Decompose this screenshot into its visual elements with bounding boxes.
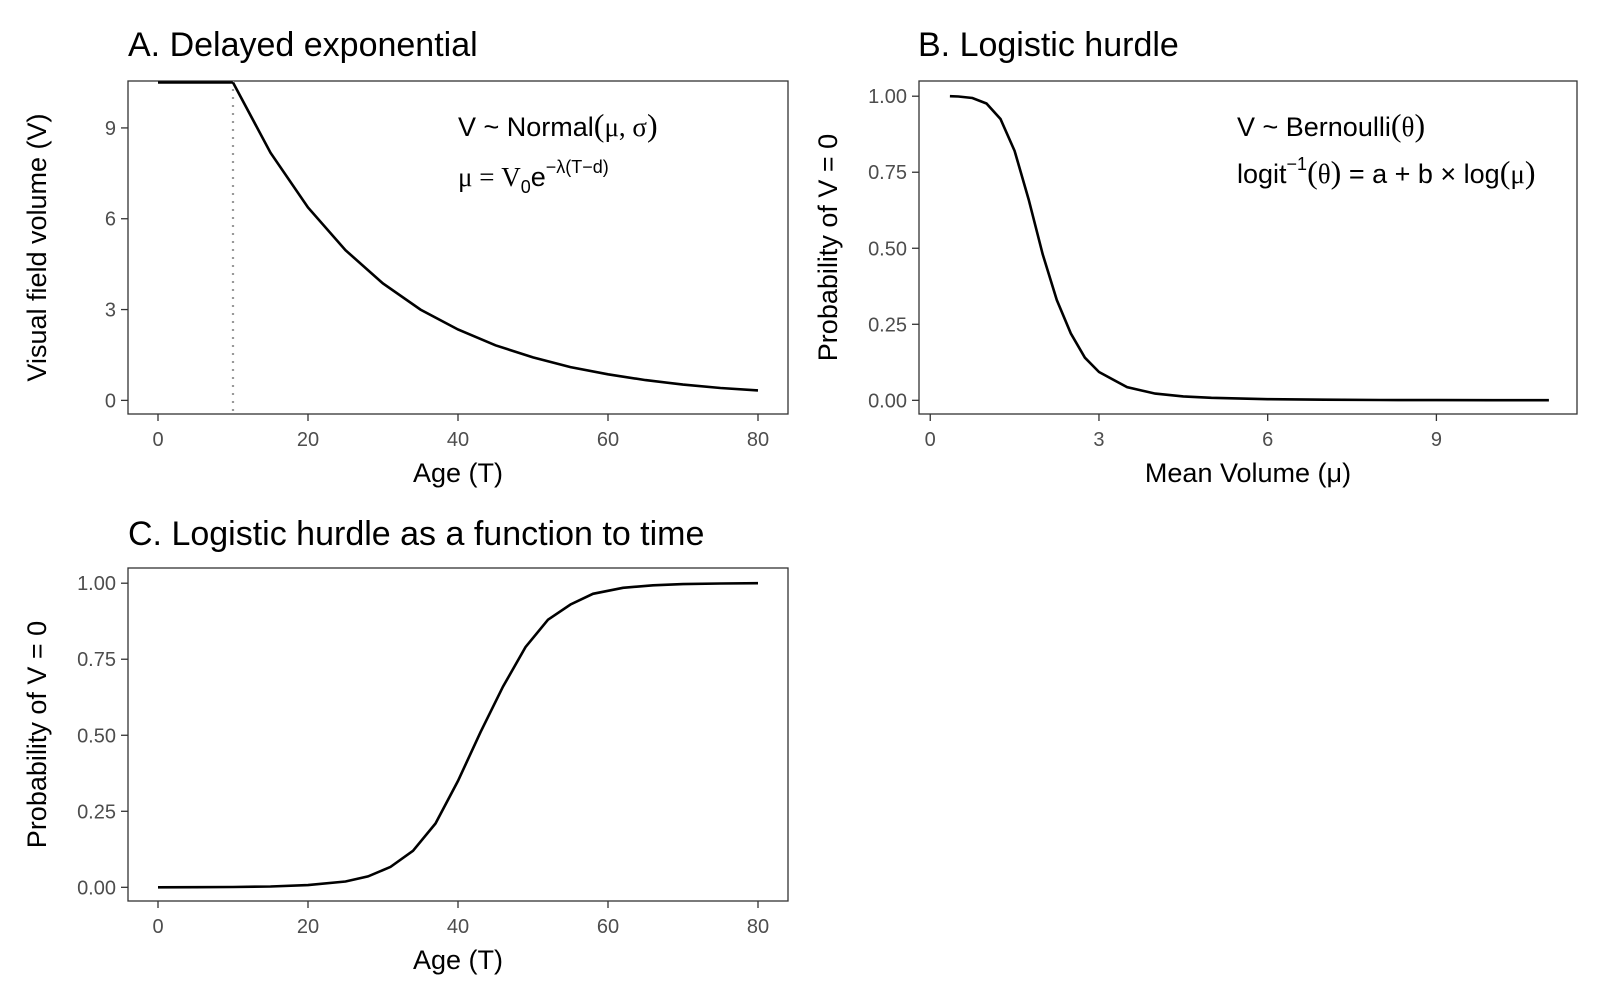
- y-axis-title: Probability of V = 0: [813, 134, 843, 361]
- formula-greek: θ: [1318, 159, 1331, 189]
- series-curve: [949, 94, 1549, 402]
- formula-text: logit: [1237, 159, 1287, 189]
- x-tick-label: 40: [447, 429, 469, 451]
- x-tick-label: 0: [152, 429, 163, 451]
- formula-text: e: [531, 162, 546, 192]
- x-tick-label: 3: [1093, 429, 1104, 451]
- series-curve: [157, 581, 759, 889]
- model-formula-line-1: V ~ Bernoulli(θ): [1237, 107, 1425, 143]
- y-tick-label: 0.50: [868, 238, 907, 260]
- panel-a: A. Delayed exponential 0 20 40 60 80 0 3 6 9 Age (…: [22, 26, 789, 488]
- formula-text: V ~ Bernoulli: [1237, 112, 1391, 142]
- formula-text: V ~ Normal: [458, 112, 594, 142]
- panel-b: B. Logistic hurdle 0 3 6 9 0.00 0.25 0.50 0.75 1.…: [813, 26, 1578, 488]
- y-tick-label: 1.00: [77, 573, 116, 595]
- y-axis-title: Probability of V = 0: [22, 621, 52, 848]
- formula-paren: ): [1414, 107, 1425, 143]
- model-formula-line-2: logit−1(θ) = a + b × log(μ): [1237, 154, 1535, 190]
- y-axis-title: Visual field volume (V): [22, 113, 52, 381]
- panel-c: C. Logistic hurdle as a function to time…: [22, 515, 789, 975]
- model-formula-line-1: V ~ Normal(μ, σ): [458, 107, 658, 143]
- plot-frame: [918, 80, 1578, 415]
- y-tick-label: 0: [105, 390, 116, 412]
- x-tick-label: 6: [1262, 429, 1273, 451]
- x-tick-label: 0: [152, 916, 163, 938]
- y-tick-label: 0.25: [868, 314, 907, 336]
- y-tick-label: 0.50: [77, 725, 116, 747]
- formula-greek: μ: [1510, 159, 1524, 189]
- y-tick-label: 9: [105, 118, 116, 140]
- x-tick-label: 0: [925, 429, 936, 451]
- formula-greek: μ, σ: [604, 112, 647, 142]
- x-tick-label: 80: [747, 429, 769, 451]
- x-tick-label: 20: [297, 916, 319, 938]
- formula-paren: ): [1331, 154, 1342, 190]
- x-tick-label: 40: [447, 916, 469, 938]
- y-tick-label: 0.75: [868, 162, 907, 184]
- panel-title: B. Logistic hurdle: [918, 26, 1179, 64]
- y-tick-label: 0.75: [77, 649, 116, 671]
- x-axis-title: Age (T): [413, 458, 503, 488]
- formula-paren: ): [647, 107, 658, 143]
- plot-frame: [127, 567, 789, 902]
- panel-title: C. Logistic hurdle as a function to time: [128, 515, 704, 553]
- series-curve: [231, 81, 759, 392]
- x-tick-label: 60: [597, 916, 619, 938]
- formula-superscript: −1: [1287, 154, 1308, 174]
- formula-superscript: −λ(T−d): [546, 157, 609, 177]
- x-tick-label: 60: [597, 429, 619, 451]
- formula-paren: (: [1307, 154, 1318, 190]
- formula-text: μ = V: [458, 162, 521, 192]
- y-tick-label: 1.00: [868, 86, 907, 108]
- formula-paren: ): [1525, 154, 1536, 190]
- x-axis-title: Mean Volume (μ): [1145, 458, 1351, 488]
- formula-subscript: 0: [521, 177, 531, 197]
- panel-title: A. Delayed exponential: [128, 26, 478, 64]
- x-tick-label: 20: [297, 429, 319, 451]
- x-tick-label: 80: [747, 916, 769, 938]
- x-axis-title: Age (T): [413, 945, 503, 975]
- y-tick-label: 0.00: [868, 390, 907, 412]
- y-tick-label: 0.25: [77, 801, 116, 823]
- y-tick-label: 3: [105, 300, 116, 322]
- formula-paren: (: [1500, 154, 1511, 190]
- formula-text: = a + b × log: [1341, 159, 1499, 189]
- model-formula-line-2: μ = V0e−λ(T−d): [458, 157, 609, 197]
- x-tick-label: 9: [1431, 429, 1442, 451]
- formula-paren: (: [594, 107, 605, 143]
- y-tick-label: 6: [105, 209, 116, 231]
- y-tick-label: 0.00: [77, 877, 116, 899]
- formula-greek: θ: [1402, 112, 1415, 142]
- formula-paren: (: [1391, 107, 1402, 143]
